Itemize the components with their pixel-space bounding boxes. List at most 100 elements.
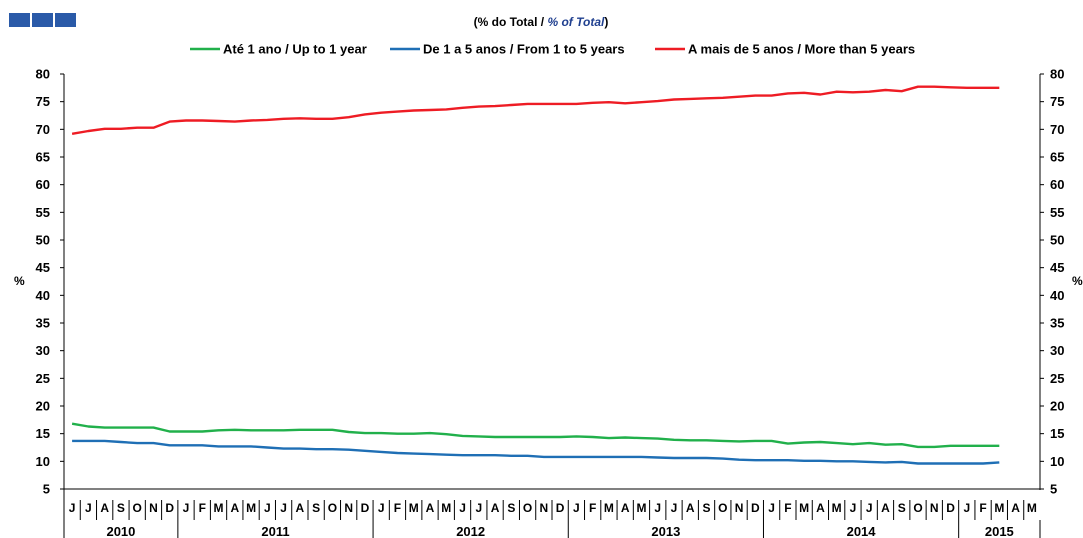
x-month-label: O [913, 501, 922, 515]
x-month-label: S [703, 501, 711, 515]
y-axis-label-left: % [14, 274, 25, 288]
y-tick-label-left: 5 [43, 482, 50, 497]
x-year-label: 2014 [847, 524, 877, 538]
y-tick-label-right: 40 [1050, 288, 1064, 303]
x-month-label: F [979, 501, 986, 515]
y-tick-label-right: 35 [1050, 316, 1064, 331]
y-tick-label-left: 60 [36, 177, 50, 192]
y-tick-label-left: 40 [36, 288, 50, 303]
x-month-label: D [751, 501, 760, 515]
axes [63, 74, 1041, 490]
x-month-label: A [621, 501, 630, 515]
x-year-label: 2010 [106, 524, 135, 538]
x-month-label: F [394, 501, 401, 515]
x-month-label: N [149, 501, 158, 515]
x-month-label: F [589, 501, 596, 515]
y-tick-label-right: 5 [1050, 482, 1057, 497]
x-month-label: D [361, 501, 370, 515]
y-tick-label-right: 50 [1050, 233, 1064, 248]
x-month-label: J [654, 501, 661, 515]
x-month-label: J [378, 501, 385, 515]
x-month-label: N [344, 501, 353, 515]
y-tick-label-left: 30 [36, 343, 50, 358]
y-axis-label-right: % [1072, 274, 1083, 288]
y-tick-label-right: 75 [1050, 94, 1064, 109]
y-tick-label-right: 65 [1050, 150, 1064, 165]
y-tick-label-left: 15 [36, 426, 50, 441]
y-tick-label-right: 30 [1050, 343, 1064, 358]
y-tick-label-left: 65 [36, 150, 50, 165]
x-year-label: 2011 [261, 524, 289, 538]
x-month-label: J [280, 501, 287, 515]
y-tick-label-right: 60 [1050, 177, 1064, 192]
x-month-label: M [246, 501, 256, 515]
x-month-label: J [963, 501, 970, 515]
x-month-label: J [85, 501, 92, 515]
x-month-label: J [768, 501, 775, 515]
y-tick-label-right: 45 [1050, 260, 1064, 275]
y-tick-label-left: 25 [36, 371, 50, 386]
x-month-label: J [264, 501, 271, 515]
x-month-label: M [1027, 501, 1037, 515]
x-month-label: M [799, 501, 809, 515]
series-line-3 [71, 85, 1000, 135]
legend: Até 1 ano / Up to 1 year De 1 a 5 anos / … [190, 42, 915, 57]
y-tick-label-right: 15 [1050, 426, 1064, 441]
y-tick-label-right: 55 [1050, 205, 1064, 220]
x-month-label: N [930, 501, 939, 515]
x-month-label: D [165, 501, 174, 515]
chart-subtitle: (% do Total / % of Total) [474, 15, 609, 29]
y-tick-label-left: 75 [36, 94, 50, 109]
x-month-label: D [556, 501, 565, 515]
x-month-label: O [328, 501, 337, 515]
x-year-label: 2015 [985, 524, 1014, 538]
x-year-label: 2013 [651, 524, 680, 538]
x-month-label: A [686, 501, 695, 515]
x-month-label: J [459, 501, 466, 515]
logo-block [9, 13, 30, 27]
legend-label-2: De 1 a 5 anos / From 1 to 5 years [423, 42, 625, 57]
x-month-label: J [69, 501, 76, 515]
series-lines [71, 85, 1000, 465]
y-tick-label-right: 70 [1050, 122, 1064, 137]
y-tick-label-left: 50 [36, 233, 50, 248]
x-month-label: A [1011, 501, 1020, 515]
x-month-label: A [100, 501, 109, 515]
x-month-label: A [816, 501, 825, 515]
subtitle-pt: (% do Total / [474, 15, 548, 29]
y-tick-label-right: 25 [1050, 371, 1064, 386]
logo-block [32, 13, 53, 27]
y-tick-label-right: 80 [1050, 67, 1064, 82]
x-month-label: J [866, 501, 873, 515]
y-axis-right: 5 10 15 20 25 30 35 40 45 50 55 60 65 70 75 80 [1040, 67, 1064, 497]
x-month-label: J [850, 501, 857, 515]
x-month-label: N [540, 501, 549, 515]
x-month-label: M [832, 501, 842, 515]
y-tick-label-left: 80 [36, 67, 50, 82]
y-tick-label-left: 70 [36, 122, 50, 137]
x-month-label: S [117, 501, 125, 515]
y-axis-left: 5 10 15 20 25 30 35 40 45 50 55 60 65 70 75 80 [36, 67, 64, 497]
subtitle-en: % of Total [547, 15, 605, 29]
x-month-label: J [183, 501, 190, 515]
x-month-label: M [441, 501, 451, 515]
y-tick-label-left: 45 [36, 260, 50, 275]
x-month-label: F [199, 501, 206, 515]
legend-label-1: Até 1 ano / Up to 1 year [223, 42, 367, 57]
x-month-label: D [946, 501, 955, 515]
series-line-2 [72, 439, 1000, 465]
x-month-label: F [784, 501, 791, 515]
subtitle-close: ) [604, 15, 608, 29]
x-month-label: A [881, 501, 890, 515]
x-month-label: M [409, 501, 419, 515]
x-month-label: M [214, 501, 224, 515]
x-month-label: M [994, 501, 1004, 515]
x-month-label: S [898, 501, 906, 515]
y-tick-label-left: 35 [36, 316, 50, 331]
x-month-label: A [491, 501, 500, 515]
x-month-label: J [671, 501, 678, 515]
legend-label-3: A mais de 5 anos / More than 5 years [688, 42, 915, 57]
x-month-label: N [735, 501, 744, 515]
